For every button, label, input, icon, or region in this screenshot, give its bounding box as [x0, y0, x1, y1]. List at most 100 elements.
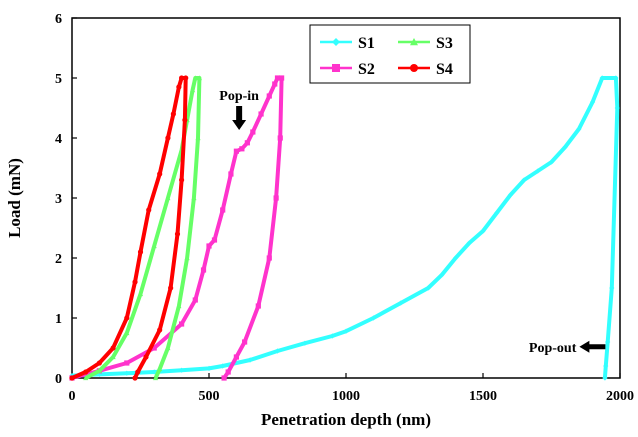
- data-point-s2: [206, 243, 212, 249]
- data-point-s2: [151, 345, 157, 351]
- data-point-s1: [124, 370, 130, 376]
- data-point-s4: [132, 375, 138, 381]
- series-line-s2: [71, 76, 284, 380]
- legend-item-s1: S1: [320, 35, 375, 52]
- legend-box: [309, 24, 471, 84]
- data-point-s2: [233, 354, 239, 360]
- legend-marker: [332, 38, 340, 46]
- data-point-s4: [179, 75, 185, 81]
- x-tick-label: 2000: [606, 389, 634, 404]
- data-point-s3: [191, 195, 197, 201]
- data-point-s2: [179, 321, 185, 327]
- data-point-s4: [110, 345, 116, 351]
- data-point-s2: [255, 303, 261, 309]
- data-point-s3: [195, 135, 201, 141]
- legend-label: S4: [436, 61, 453, 78]
- data-point-s1: [425, 285, 431, 291]
- series-group: [69, 75, 620, 381]
- series-s4: [69, 75, 189, 381]
- data-point-s2: [274, 75, 281, 81]
- down-arrow-icon: [232, 106, 247, 130]
- series-s2: [69, 75, 285, 381]
- axis-ticks: 0 500 1000 1500 2000 0 1 2 3 4 5 6: [55, 12, 634, 404]
- x-tick-label: 1500: [469, 389, 497, 404]
- data-point-s4: [170, 111, 176, 117]
- data-point-s2: [266, 255, 272, 261]
- data-point-s3: [184, 255, 190, 261]
- y-tick-label: 1: [55, 312, 62, 327]
- data-point-s1: [590, 99, 596, 105]
- data-point-s2: [239, 146, 245, 152]
- data-point-s1: [494, 210, 500, 216]
- data-point-s1: [302, 340, 308, 346]
- data-point-s4: [83, 369, 89, 375]
- data-point-s2: [258, 111, 264, 117]
- data-point-s4: [157, 171, 163, 177]
- legend-label: S2: [358, 61, 375, 78]
- annotations: Pop-in Pop-out: [219, 89, 606, 356]
- series-s1: [69, 75, 620, 381]
- data-point-s2: [124, 360, 130, 366]
- data-point-s3: [96, 368, 102, 373]
- data-point-s1: [562, 144, 568, 150]
- data-point-s4: [168, 285, 174, 291]
- data-point-s4: [157, 327, 163, 333]
- data-point-s4: [143, 354, 149, 360]
- series-s3: [83, 75, 203, 381]
- data-point-s1: [507, 192, 513, 198]
- data-point-s3: [196, 75, 203, 81]
- data-point-s1: [453, 255, 459, 261]
- data-point-s1: [480, 228, 486, 234]
- legend-label: S1: [358, 35, 375, 52]
- data-point-s4: [69, 375, 75, 381]
- data-point-s3: [165, 345, 171, 351]
- data-point-s2: [228, 171, 234, 177]
- data-point-s2: [192, 297, 198, 303]
- data-point-s4: [135, 369, 141, 375]
- data-point-s2: [244, 140, 250, 146]
- data-point-s1: [605, 339, 611, 345]
- data-point-s1: [603, 363, 609, 369]
- y-tick-label: 3: [55, 192, 62, 207]
- data-point-s3: [152, 375, 159, 381]
- data-point-s2: [279, 75, 285, 81]
- legend-marker: [410, 64, 418, 72]
- data-point-s2: [273, 195, 279, 201]
- data-point-s2: [250, 129, 256, 135]
- y-tick-label: 5: [55, 72, 62, 87]
- data-point-s4: [174, 231, 181, 237]
- data-point-s3: [157, 366, 163, 372]
- y-tick-label: 2: [55, 252, 62, 267]
- annotation-label: Pop-out: [529, 341, 577, 356]
- data-point-s1: [535, 168, 541, 174]
- series-line-s1: [71, 76, 620, 379]
- legend-item-s4: S4: [398, 61, 453, 78]
- x-tick-label: 0: [69, 389, 76, 404]
- data-point-s2: [272, 81, 278, 87]
- data-point-s4: [137, 249, 144, 255]
- legend: S1 S3 S2 S4: [309, 24, 471, 84]
- x-tick-label: 500: [199, 389, 220, 404]
- data-point-s1: [220, 363, 226, 369]
- data-point-s1: [613, 75, 619, 81]
- legend-marker: [410, 38, 418, 46]
- data-point-s4: [124, 315, 130, 321]
- series-line-s3: [84, 76, 202, 380]
- data-point-s2: [211, 237, 218, 243]
- data-point-s2: [220, 207, 226, 213]
- data-point-s2: [225, 369, 231, 375]
- data-point-s1: [398, 300, 404, 306]
- data-point-s4: [96, 360, 102, 366]
- legend-marker: [332, 64, 340, 72]
- data-point-s1: [96, 371, 102, 377]
- legend-item-s2: S2: [320, 61, 375, 78]
- annotation-label: Pop-in: [219, 89, 259, 104]
- data-point-s3: [151, 243, 157, 249]
- data-point-s3: [192, 75, 198, 81]
- data-point-s4: [165, 135, 171, 141]
- data-point-s4: [183, 75, 189, 81]
- data-point-s1: [609, 285, 615, 291]
- data-point-s4: [182, 117, 188, 123]
- data-point-s1: [343, 328, 349, 334]
- data-point-s2: [200, 267, 207, 273]
